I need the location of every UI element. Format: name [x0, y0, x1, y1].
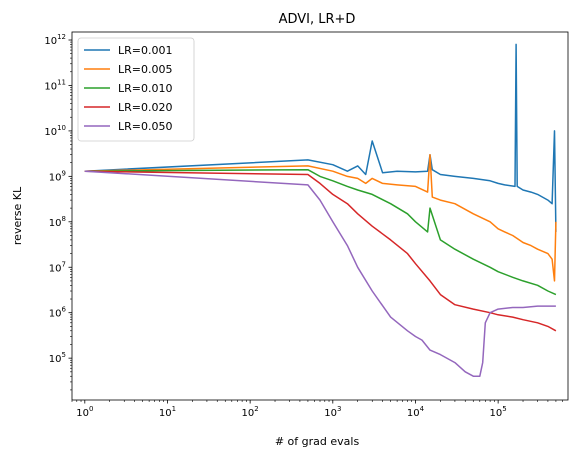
- x-axis-label: # of grad evals: [275, 435, 360, 448]
- series-line-5: [84, 170, 556, 377]
- y-tick-label: 1010: [44, 124, 66, 138]
- series-line-4: [84, 170, 557, 332]
- x-tick-label: 100: [76, 405, 93, 419]
- y-tick-label: 109: [49, 169, 66, 183]
- x-tick-label: 103: [324, 405, 341, 419]
- legend-label-5: LR=0.050: [118, 120, 172, 133]
- y-tick-label: 106: [49, 306, 67, 320]
- y-tick-label: 1011: [44, 78, 66, 92]
- x-tick-label: 101: [159, 405, 176, 419]
- legend-label-2: LR=0.005: [118, 63, 172, 76]
- legend: LR=0.001 LR=0.005 LR=0.010 LR=0.020 LR=0.050: [77, 37, 195, 142]
- x-tick-label: 102: [242, 405, 259, 419]
- series-line-1: [84, 43, 557, 232]
- y-axis-label: reverse KL: [11, 186, 24, 245]
- x-tick-label: 105: [490, 405, 507, 419]
- series-line-2: [84, 153, 557, 282]
- series-line-3: [84, 168, 557, 296]
- chart-title: ADVI, LR+D: [279, 12, 356, 27]
- y-tick-label: 107: [49, 260, 66, 274]
- legend-box: [77, 37, 195, 142]
- y-tick-label: 108: [49, 215, 66, 229]
- series-layer: [84, 43, 557, 377]
- x-tick-label: 104: [407, 405, 425, 419]
- legend-label-3: LR=0.010: [118, 82, 172, 95]
- legend-label-4: LR=0.020: [118, 101, 172, 114]
- y-tick-label: 105: [49, 351, 66, 365]
- axes-layer: 100 101 102 103 104 105 105 106 107 108 109 1010 101…: [44, 31, 569, 419]
- legend-label-1: LR=0.001: [118, 44, 172, 57]
- y-tick-label: 1012: [44, 33, 66, 47]
